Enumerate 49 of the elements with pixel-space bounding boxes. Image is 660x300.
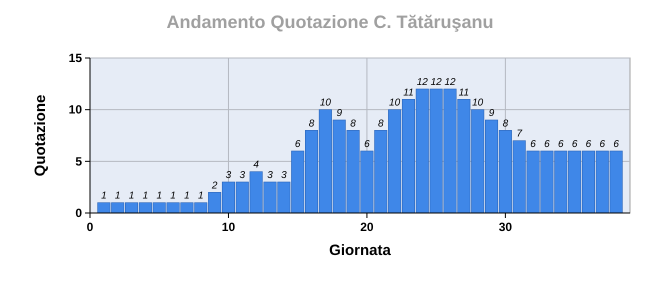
data-label: 2 xyxy=(210,180,218,192)
data-label: 1 xyxy=(101,190,107,202)
data-label: 7 xyxy=(516,128,522,140)
data-label: 10 xyxy=(320,98,332,109)
data-label: 1 xyxy=(114,190,120,202)
data-label: 3 xyxy=(267,170,274,181)
data-label: 9 xyxy=(336,108,342,119)
x-tick-label: 10 xyxy=(222,220,236,234)
data-label: 6 xyxy=(544,139,550,150)
data-label: 12 xyxy=(416,77,428,88)
data-label: 9 xyxy=(488,108,495,119)
data-label: 6 xyxy=(364,139,370,150)
data-label: 1 xyxy=(156,190,162,202)
y-tick-label: 15 xyxy=(68,51,82,65)
data-label: 4 xyxy=(253,160,260,171)
data-label: 3 xyxy=(281,170,288,181)
data-label: 8 xyxy=(502,118,509,130)
data-label: 11 xyxy=(458,87,470,98)
y-tick-label: 0 xyxy=(75,206,82,220)
data-label: 1 xyxy=(198,190,204,202)
data-label: 3 xyxy=(240,170,246,181)
data-label: 1 xyxy=(170,190,176,202)
y-axis-title: Quotazione xyxy=(32,94,49,176)
data-label: 10 xyxy=(472,98,484,109)
x-tick-label: 20 xyxy=(360,220,374,234)
data-label: 8 xyxy=(308,118,315,130)
x-axis-title: Giornata xyxy=(329,242,392,259)
data-label: 12 xyxy=(430,77,442,88)
chart-title: Andamento Quotazione C. Tătăruşanu xyxy=(166,12,494,32)
data-label: 1 xyxy=(142,190,148,202)
x-tick-label: 0 xyxy=(86,220,94,234)
y-tick-label: 5 xyxy=(75,154,82,168)
data-label: 1 xyxy=(128,190,134,202)
data-label: 6 xyxy=(530,139,536,150)
data-label: 8 xyxy=(378,118,384,130)
data-label: 6 xyxy=(294,139,301,150)
data-label: 10 xyxy=(389,98,401,109)
x-tick-label: 30 xyxy=(498,220,512,234)
data-label: 8 xyxy=(350,118,356,130)
y-tick-label: 10 xyxy=(68,102,82,117)
data-label: 6 xyxy=(586,139,592,150)
data-label: 6 xyxy=(572,139,578,150)
data-label: 6 xyxy=(613,139,620,150)
data-label: 12 xyxy=(444,77,456,88)
data-label: 3 xyxy=(226,170,232,181)
data-label: 6 xyxy=(600,139,606,150)
data-label: 1 xyxy=(184,190,190,202)
data-label: 6 xyxy=(558,139,564,150)
data-label: 11 xyxy=(403,87,414,98)
